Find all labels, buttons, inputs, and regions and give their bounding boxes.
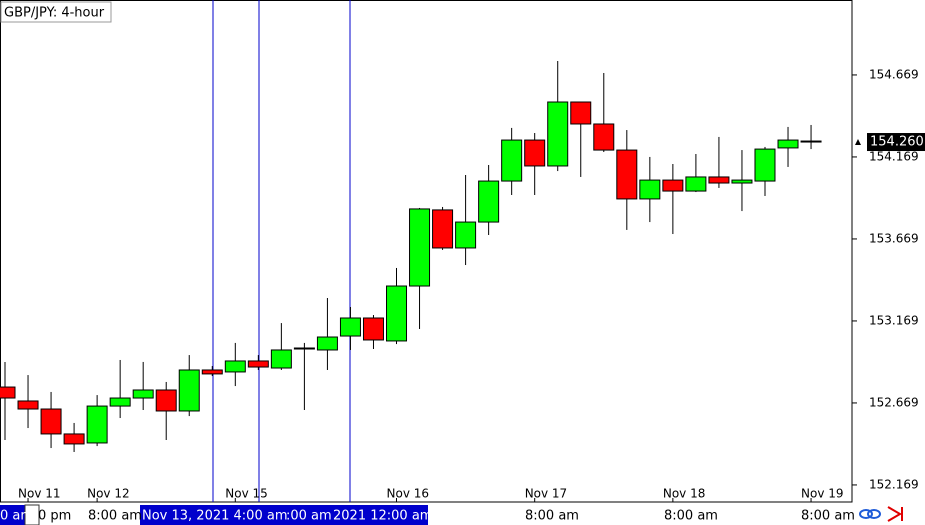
time-strip: 0 ar 0 pm 8:00 am Nov 13, 2021 4:00 am :… — [0, 503, 925, 525]
candle-body — [86, 405, 108, 444]
link-icon[interactable] — [859, 509, 881, 519]
time-label: 0 pm — [38, 509, 71, 524]
y-tick-label: 153.169 — [869, 313, 919, 327]
candle-body — [432, 209, 454, 249]
candle-body — [547, 101, 569, 167]
time-label: 0 ar — [0, 509, 26, 524]
time-label: 2021 12:00 am — [333, 509, 432, 524]
price-axis: 152.169 152.669 153.169 153.669 154.169 154.6… — [852, 67, 925, 491]
scroll-icon[interactable] — [887, 506, 903, 522]
time-highlight — [140, 505, 428, 525]
candle-body — [708, 176, 730, 184]
candle-body — [800, 140, 822, 143]
x-tick-label: Nov 16 — [387, 487, 430, 501]
candle-body — [616, 149, 638, 200]
candle-body — [40, 408, 62, 435]
candle-body — [478, 180, 500, 223]
candles: Nov 11 Nov 12 Nov 15 Nov 16 Nov 17 Nov 18 Nov … — [0, 61, 844, 502]
candle-body — [155, 389, 177, 412]
candle-body — [224, 360, 246, 373]
candle-body — [63, 433, 85, 445]
candle-body — [178, 369, 200, 412]
time-highlight — [0, 505, 25, 525]
candle-body — [662, 179, 684, 192]
candle-body — [0, 386, 16, 399]
y-tick-label: 154.669 — [869, 67, 919, 81]
candle-body — [316, 336, 338, 351]
candle-body — [109, 397, 131, 407]
time-label: :00 am — [286, 509, 332, 524]
y-tick-label: 152.669 — [869, 395, 919, 409]
candle-body — [777, 139, 799, 149]
time-label: 8:00 am — [801, 509, 855, 524]
candle-body — [501, 139, 523, 182]
x-tick-label: Nov 12 — [87, 487, 130, 501]
last-price-box — [867, 133, 925, 152]
time-label: 8:00 am — [88, 509, 142, 524]
title-box — [0, 1, 112, 23]
candle-body — [270, 349, 292, 369]
x-tick-label: Nov 19 — [801, 487, 844, 501]
candle-body — [247, 360, 269, 368]
x-tick-label: Nov 11 — [18, 487, 61, 501]
time-label: Nov 13, 2021 4:00 am — [142, 509, 287, 524]
time-box — [24, 504, 40, 525]
candle-body — [524, 139, 546, 167]
y-tick-label: 152.169 — [869, 477, 919, 491]
candle-body — [455, 221, 477, 249]
candle-body — [754, 148, 776, 182]
candle-body — [386, 285, 408, 342]
last-price-label: 154.260 — [870, 135, 924, 150]
candle-body — [409, 208, 431, 287]
candle-body — [132, 389, 154, 399]
candle-body — [201, 369, 223, 375]
candle-body — [362, 317, 384, 341]
time-label: 8:00 am — [525, 509, 579, 524]
candle-body — [593, 123, 615, 151]
plot-frame — [0, 0, 853, 503]
candle-body — [685, 176, 707, 192]
time-label: 8:00 am — [664, 509, 718, 524]
candle-body — [731, 179, 753, 184]
last-price-marker — [855, 139, 861, 146]
candle-body — [639, 179, 661, 200]
y-tick-label: 153.669 — [869, 231, 919, 245]
x-tick-label: Nov 15 — [225, 487, 268, 501]
candle-body — [570, 101, 592, 125]
x-tick-label: Nov 17 — [525, 487, 568, 501]
chart-title: GBP/JPY: 4-hour — [4, 6, 105, 21]
candle-body — [339, 317, 361, 337]
candle-body — [17, 400, 39, 410]
y-tick-label: 154.169 — [869, 149, 919, 163]
candle-body — [293, 347, 315, 350]
x-tick-label: Nov 18 — [663, 487, 706, 501]
